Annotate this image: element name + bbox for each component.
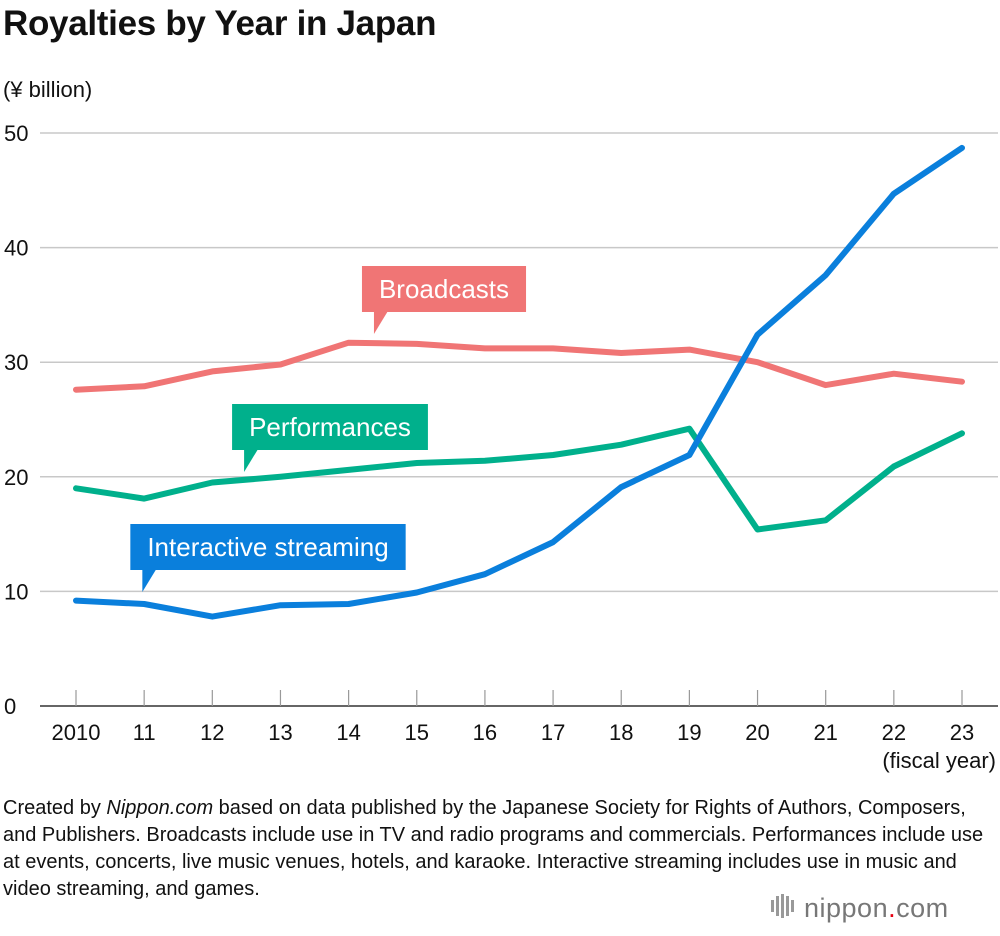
source-name: Nippon.com (106, 797, 214, 819)
line-chart: 0 10 20 30 40 50 2010 11 12 13 14 15 16 17 18 19 20 21 22… (4, 121, 998, 745)
x-tick-label: 19 (677, 720, 701, 745)
callout-pointer (244, 449, 259, 472)
callout-box (361, 266, 527, 312)
y-tick-label: 20 (4, 465, 28, 490)
callout-broadcasts: Broadcasts (361, 266, 527, 334)
x-tick-label: 23 (950, 720, 974, 745)
x-tick-label: 12 (200, 720, 224, 745)
x-tick-label: 16 (473, 720, 497, 745)
callout-performances: Performances (232, 404, 428, 472)
x-tick-label: 17 (541, 720, 565, 745)
x-tick-label: 21 (813, 720, 837, 745)
callout-box (130, 524, 406, 570)
y-tick-label: 30 (4, 350, 28, 375)
chart-title: Royalties by Year in Japan (3, 4, 437, 43)
x-tick-label: 11 (133, 720, 156, 745)
series-label-broadcasts: Broadcasts (379, 274, 509, 304)
x-tick-label: 13 (268, 720, 292, 745)
callout-box (232, 404, 428, 450)
y-tick-label: 10 (4, 579, 28, 604)
x-tick-label: 20 (745, 720, 769, 745)
nippon-logo-icon (770, 893, 796, 926)
callout-pointer (373, 311, 388, 334)
y-tick-label: 50 (4, 121, 28, 146)
callout-interactive-streaming: Interactive streaming (130, 524, 406, 592)
x-tick-label: 2010 (52, 720, 101, 745)
series-label-performances: Performances (249, 412, 411, 442)
series-line-interactive-streaming (73, 144, 965, 620)
x-tick-label: 18 (609, 720, 633, 745)
series-label-interactive-streaming: Interactive streaming (147, 532, 388, 562)
y-tick-label: 40 (4, 236, 28, 261)
source-note: Created by Nippon.com based on data publ… (3, 797, 984, 900)
series-line-performances (73, 425, 965, 533)
y-tick-label: 0 (4, 694, 16, 719)
series-line-broadcasts (73, 339, 965, 393)
x-axis-unit: (fiscal year) (882, 748, 996, 773)
x-tick-label: 15 (405, 720, 429, 745)
nippon-logo: nippon.com (770, 893, 949, 926)
x-tick-label: 22 (882, 720, 906, 745)
callout-pointer (142, 569, 157, 592)
y-axis-unit: (¥ billion) (3, 77, 93, 102)
x-tick-label: 14 (336, 720, 360, 745)
